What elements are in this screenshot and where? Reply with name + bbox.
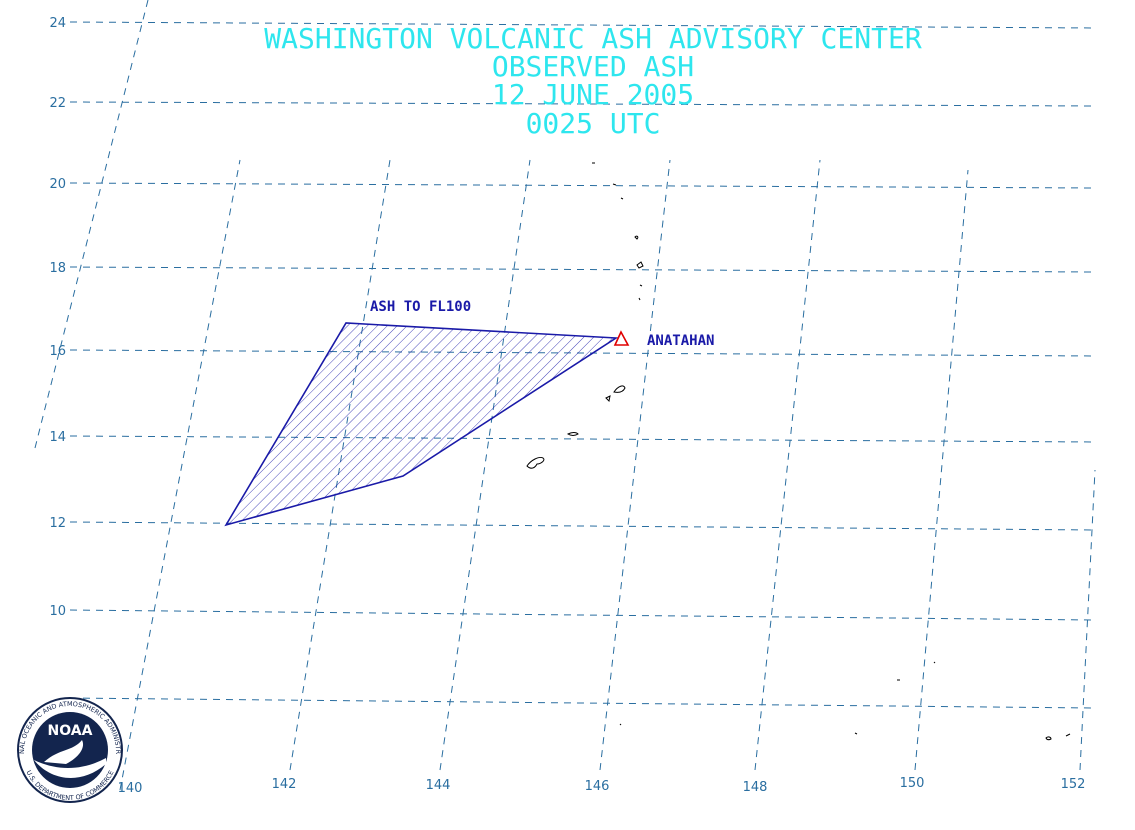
longitude-label: 152 (1061, 777, 1086, 792)
longitude-label: 144 (426, 778, 451, 793)
ash-label: ASH TO FL100 (370, 299, 471, 315)
volcano-label: ANATAHAN (647, 333, 714, 349)
logo-text: NOAA (48, 723, 93, 739)
title-line: OBSERVED ASH (492, 50, 694, 83)
latitude-line (69, 609, 1096, 621)
coastlines (526, 162, 1071, 741)
logo-ring-top: NATIONAL OCEANIC AND ATMOSPHERIC ADMINIS… (0, 0, 122, 755)
longitude-line (754, 159, 821, 771)
latitude-label: 24 (49, 16, 66, 31)
latitude-line (69, 521, 1096, 531)
latitude-line (69, 266, 1096, 273)
longitude-label: 148 (743, 780, 768, 795)
longitude-line (1079, 469, 1096, 771)
latitude-label: 18 (49, 261, 66, 276)
longitude-line (119, 159, 241, 791)
latitude-line (69, 101, 1096, 107)
title-line: WASHINGTON VOLCANIC ASH ADVISORY CENTER (264, 22, 922, 55)
longitude-line (599, 159, 671, 771)
volcano-marker (613, 330, 630, 346)
longitude-line (34, 0, 149, 449)
logo-ring-top-path: NATIONAL OCEANIC AND ATMOSPHERIC ADMINIS… (0, 0, 122, 755)
latitude-line (69, 21, 1096, 29)
longitude-label: 140 (118, 781, 143, 796)
title-line: 0025 UTC (526, 107, 661, 140)
latitude-line (69, 697, 1096, 709)
longitude-label: 150 (900, 776, 925, 791)
latitude-label: 14 (49, 430, 66, 445)
longitude-label: 146 (585, 779, 610, 794)
longitude-line (914, 169, 969, 771)
latitude-label: 10 (49, 604, 66, 619)
longitude-label: 142 (272, 777, 297, 792)
latitude-label: 16 (49, 344, 66, 359)
title: WASHINGTON VOLCANIC ASH ADVISORY CENTER … (264, 22, 922, 140)
noaa-logo: NOAA NATIONAL OCEANIC AND ATMOSPHERIC AD… (0, 0, 123, 803)
latitude-label: 12 (49, 516, 66, 531)
latitude-line (69, 182, 1096, 189)
latitude-label: 20 (49, 177, 66, 192)
title-line: 12 JUNE 2005 (492, 78, 694, 111)
latitude-line (69, 435, 1096, 443)
ash-area (224, 322, 619, 527)
longitude-line (439, 159, 531, 771)
latitude-label: 22 (49, 96, 66, 111)
